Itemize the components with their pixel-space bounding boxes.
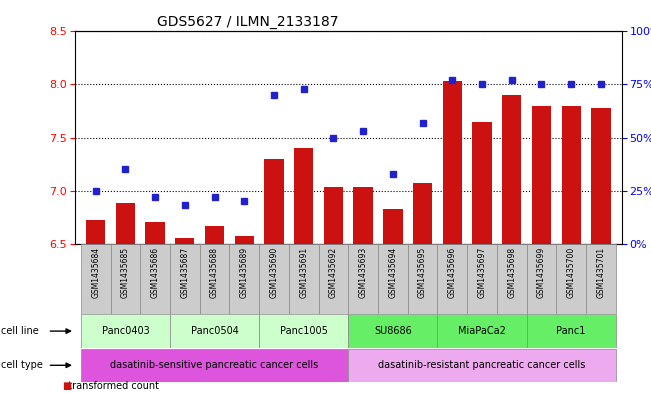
Bar xyxy=(140,244,170,314)
Text: GSM1435699: GSM1435699 xyxy=(537,247,546,298)
Bar xyxy=(527,314,616,348)
Text: GSM1435687: GSM1435687 xyxy=(180,247,189,298)
Text: Panc1005: Panc1005 xyxy=(280,326,327,336)
Text: GDS5627 / ILMN_2133187: GDS5627 / ILMN_2133187 xyxy=(157,15,339,29)
Bar xyxy=(413,183,432,244)
Text: GSM1435684: GSM1435684 xyxy=(91,247,100,298)
Bar xyxy=(318,244,348,314)
Bar xyxy=(348,244,378,314)
Bar xyxy=(259,244,289,314)
Text: MiaPaCa2: MiaPaCa2 xyxy=(458,326,506,336)
Bar xyxy=(378,244,408,314)
Text: transformed count: transformed count xyxy=(62,381,159,391)
Bar xyxy=(383,209,402,244)
Text: GSM1435691: GSM1435691 xyxy=(299,247,308,298)
Bar xyxy=(234,236,254,244)
Text: GSM1435686: GSM1435686 xyxy=(150,247,159,298)
Bar xyxy=(229,244,259,314)
Text: Panc0504: Panc0504 xyxy=(191,326,238,336)
Bar xyxy=(532,106,551,244)
Text: GSM1435696: GSM1435696 xyxy=(448,247,457,298)
Bar xyxy=(289,244,318,314)
Bar xyxy=(259,314,348,348)
Bar xyxy=(145,222,165,244)
Bar xyxy=(353,187,373,244)
Bar xyxy=(175,238,195,244)
Text: GSM1435692: GSM1435692 xyxy=(329,247,338,298)
Text: cell line: cell line xyxy=(1,326,39,336)
Text: GSM1435689: GSM1435689 xyxy=(240,247,249,298)
Bar xyxy=(200,244,229,314)
Bar xyxy=(557,244,586,314)
Bar xyxy=(437,244,467,314)
Bar xyxy=(116,203,135,244)
Text: GSM1435688: GSM1435688 xyxy=(210,247,219,298)
Bar xyxy=(348,314,437,348)
Text: dasatinib-resistant pancreatic cancer cells: dasatinib-resistant pancreatic cancer ce… xyxy=(378,360,586,370)
Bar xyxy=(81,244,111,314)
Bar xyxy=(497,244,527,314)
Bar xyxy=(324,187,343,244)
Bar xyxy=(408,244,437,314)
Text: GSM1435690: GSM1435690 xyxy=(270,247,279,298)
Bar xyxy=(348,349,616,382)
Bar xyxy=(170,244,200,314)
Text: SU8686: SU8686 xyxy=(374,326,411,336)
Text: GSM1435700: GSM1435700 xyxy=(566,247,575,298)
Text: GSM1435693: GSM1435693 xyxy=(359,247,368,298)
Text: cell type: cell type xyxy=(1,360,43,370)
Text: GSM1435694: GSM1435694 xyxy=(389,247,397,298)
Text: Panc1: Panc1 xyxy=(557,326,586,336)
Bar xyxy=(294,148,313,244)
Text: Panc0403: Panc0403 xyxy=(102,326,149,336)
Text: GSM1435698: GSM1435698 xyxy=(507,247,516,298)
Text: GSM1435701: GSM1435701 xyxy=(596,247,605,298)
Bar xyxy=(437,314,527,348)
Bar xyxy=(443,81,462,244)
Text: GSM1435695: GSM1435695 xyxy=(418,247,427,298)
Text: dasatinib-sensitive pancreatic cancer cells: dasatinib-sensitive pancreatic cancer ce… xyxy=(111,360,319,370)
Bar xyxy=(562,106,581,244)
Bar xyxy=(205,226,224,244)
Bar xyxy=(170,314,259,348)
Text: GSM1435685: GSM1435685 xyxy=(121,247,130,298)
Bar xyxy=(473,121,492,244)
Bar xyxy=(502,95,521,244)
Bar xyxy=(81,349,348,382)
Bar xyxy=(467,244,497,314)
Bar xyxy=(111,244,140,314)
Bar xyxy=(264,159,284,244)
Bar xyxy=(586,244,616,314)
Text: GSM1435697: GSM1435697 xyxy=(478,247,486,298)
Text: ■: ■ xyxy=(62,381,71,391)
Bar xyxy=(81,314,170,348)
Bar xyxy=(591,108,611,244)
Bar xyxy=(527,244,557,314)
Bar xyxy=(86,220,105,244)
